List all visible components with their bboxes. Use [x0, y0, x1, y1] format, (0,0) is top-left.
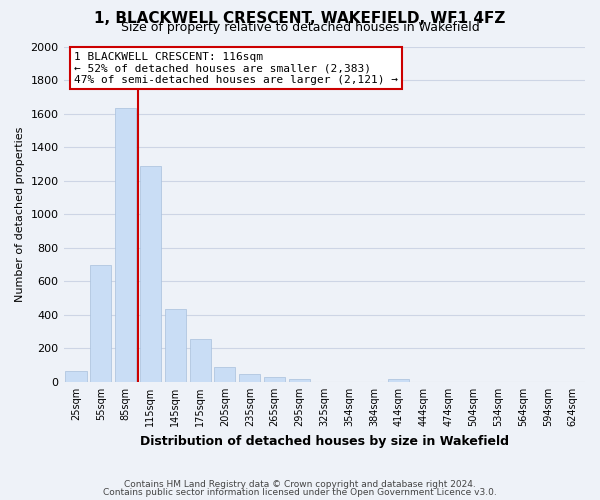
X-axis label: Distribution of detached houses by size in Wakefield: Distribution of detached houses by size …: [140, 434, 509, 448]
Bar: [140, 166, 161, 382]
Bar: [165, 309, 186, 382]
Text: 1, BLACKWELL CRESCENT, WAKEFIELD, WF1 4FZ: 1, BLACKWELL CRESCENT, WAKEFIELD, WF1 4F…: [94, 11, 506, 26]
Y-axis label: Number of detached properties: Number of detached properties: [15, 126, 25, 302]
Bar: [264, 377, 285, 382]
Text: Size of property relative to detached houses in Wakefield: Size of property relative to detached ho…: [121, 21, 479, 34]
Bar: [214, 367, 235, 382]
Text: 1 BLACKWELL CRESCENT: 116sqm
← 52% of detached houses are smaller (2,383)
47% of: 1 BLACKWELL CRESCENT: 116sqm ← 52% of de…: [74, 52, 398, 84]
Text: Contains public sector information licensed under the Open Government Licence v3: Contains public sector information licen…: [103, 488, 497, 497]
Text: Contains HM Land Registry data © Crown copyright and database right 2024.: Contains HM Land Registry data © Crown c…: [124, 480, 476, 489]
Bar: [239, 374, 260, 382]
Bar: [115, 108, 136, 382]
Bar: [190, 339, 211, 382]
Bar: [65, 371, 86, 382]
Bar: [289, 378, 310, 382]
Bar: [388, 380, 409, 382]
Bar: [90, 266, 112, 382]
